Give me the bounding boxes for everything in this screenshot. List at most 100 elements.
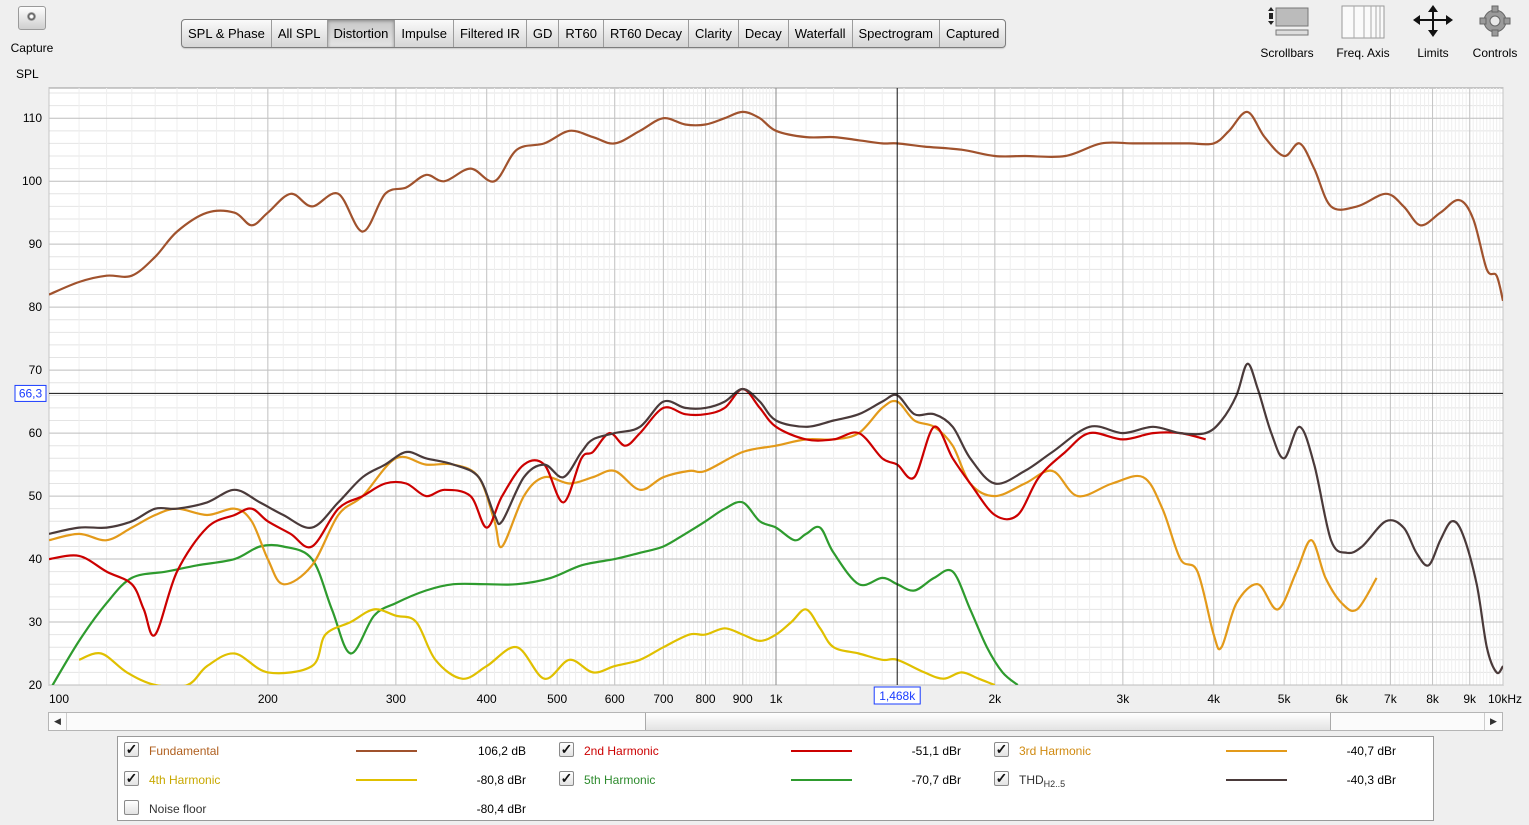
- controls-button[interactable]: Controls: [1466, 4, 1524, 60]
- legend-value: 106,2 dB: [477, 744, 526, 758]
- thd-checkbox[interactable]: ✓: [994, 770, 1009, 786]
- tab-clarity[interactable]: Clarity: [689, 20, 739, 47]
- legend-swatch: [356, 750, 417, 752]
- 4th-harmonic-checkbox[interactable]: ✓: [124, 770, 139, 786]
- tab-spl-phase[interactable]: SPL & Phase: [182, 20, 272, 47]
- scroll-left-icon[interactable]: ◀: [49, 713, 67, 730]
- tab-filtered-ir[interactable]: Filtered IR: [454, 20, 527, 47]
- legend-label: Noise floor: [149, 802, 207, 816]
- tab-spectrogram[interactable]: Spectrogram: [853, 20, 940, 47]
- tab-captured[interactable]: Captured: [945, 26, 1000, 41]
- cursor-y-box: [14, 384, 47, 402]
- series-line-fundamental: [49, 110, 1503, 302]
- legend-label: 5th Harmonic: [584, 773, 656, 787]
- scroll-right-icon[interactable]: ▶: [1484, 713, 1502, 730]
- tab-rt60-decay[interactable]: RT60 Decay: [604, 20, 689, 47]
- capture-label: Capture: [10, 41, 54, 55]
- thd-label-main: THD: [1019, 773, 1044, 787]
- x-tick-label: 6k: [1335, 692, 1349, 706]
- y-tick-label: 30: [29, 615, 43, 629]
- legend-label: 4th Harmonic: [149, 773, 221, 787]
- x-tick-label: 1k: [770, 692, 784, 706]
- legend-label: Fundamental: [149, 744, 220, 758]
- 5th-harmonic-checkbox[interactable]: ✓: [559, 770, 574, 786]
- view-tabs: SPL & Phase All SPL Distortion Impulse F…: [181, 19, 1007, 48]
- series-line-thd: [49, 362, 1503, 675]
- tab-all-spl[interactable]: All SPL: [272, 20, 328, 47]
- legend-item-thd: ✓ THDH2..5 -40,3 dBr: [994, 769, 1404, 791]
- x-tick-label: 600: [605, 692, 625, 706]
- legend-label: 2nd Harmonic: [584, 744, 659, 758]
- y-tick-label: 80: [29, 300, 43, 314]
- y-axis-title: SPL: [16, 67, 39, 81]
- y-tick-label: 60: [29, 426, 43, 440]
- cursor-x-label: 1,468k: [879, 689, 916, 703]
- tab-distortion[interactable]: Distortion: [327, 20, 396, 47]
- legend-value: -51,1 dBr: [911, 744, 961, 758]
- scrollbars-label: Scrollbars: [1260, 46, 1314, 60]
- horizontal-scrollbar[interactable]: ◀ ▶: [48, 712, 1503, 731]
- x-tick-label: 9k: [1463, 692, 1477, 706]
- freq-axis-label: Freq. Axis: [1336, 46, 1390, 60]
- x-tick-label: 4k: [1207, 692, 1221, 706]
- x-tick-label: 300: [386, 692, 406, 706]
- y-tick-label: 110: [23, 111, 42, 125]
- legend-swatch: [791, 750, 852, 752]
- x-tick-label: 800: [696, 692, 716, 706]
- freq-axis-button[interactable]: Freq. Axis: [1330, 4, 1396, 60]
- tab-impulse[interactable]: Impulse: [395, 20, 454, 47]
- thd-label-sub: H2..5: [1043, 779, 1066, 789]
- 3rd-harmonic-checkbox[interactable]: ✓: [994, 741, 1009, 757]
- y-tick-label: 40: [29, 552, 43, 566]
- legend-item-3rd-harmonic: ✓ 3rd Harmonic -40,7 dBr: [994, 740, 1404, 762]
- capture-button[interactable]: Capture: [4, 6, 60, 55]
- legend-item-5th-harmonic: ✓ 5th Harmonic -70,7 dBr: [559, 769, 969, 791]
- x-tick-label: 10kHz: [1488, 692, 1522, 706]
- tab-gd[interactable]: GD: [527, 20, 560, 47]
- legend-swatch: [791, 779, 852, 781]
- legend-item-noise-floor: Noise floor -80,4 dBr: [124, 798, 534, 820]
- legend-item-4th-harmonic: ✓ 4th Harmonic -80,8 dBr: [124, 769, 534, 791]
- legend-swatch: [356, 779, 417, 781]
- legend-value: -40,3 dBr: [1346, 773, 1396, 787]
- distortion-chart[interactable]: 20 30 40 50 60 70 80 90 100 110 100 200 300 400 500 600…: [0, 80, 1529, 712]
- tab-waterfall[interactable]: Waterfall: [789, 20, 853, 47]
- y-tick-label: 90: [29, 237, 43, 251]
- x-tick-label: 2k: [989, 692, 1003, 706]
- legend-swatch: [1226, 750, 1287, 752]
- legend-item-2nd-harmonic: ✓ 2nd Harmonic -51,1 dBr: [559, 740, 969, 762]
- x-tick-label: 3k: [1117, 692, 1131, 706]
- noise-floor-checkbox[interactable]: [124, 800, 139, 815]
- legend-item-fundamental: ✓ Fundamental 106,2 dB: [124, 740, 534, 762]
- limits-icon: [1410, 4, 1456, 40]
- series-line-4th-harmonic: [78, 608, 996, 685]
- scrollbars-button[interactable]: Scrollbars: [1255, 4, 1319, 60]
- x-tick-label: 900: [733, 692, 753, 706]
- y-tick-label: 50: [29, 489, 43, 503]
- x-tick-label: 7k: [1384, 692, 1398, 706]
- limits-label: Limits: [1417, 46, 1449, 60]
- legend-label: THDH2..5: [1019, 773, 1066, 789]
- legend-label: 3rd Harmonic: [1019, 744, 1092, 758]
- legend-swatch: [1226, 779, 1287, 781]
- y-tick-label: 70: [29, 363, 43, 377]
- y-tick-label: 20: [29, 678, 43, 692]
- controls-label: Controls: [1472, 46, 1518, 60]
- tab-rt60[interactable]: RT60: [559, 20, 604, 47]
- gear-icon: [1475, 4, 1515, 40]
- legend-value: -70,7 dBr: [911, 773, 961, 787]
- limits-button[interactable]: Limits: [1405, 4, 1461, 60]
- 2nd-harmonic-checkbox[interactable]: ✓: [559, 741, 574, 757]
- scrollbars-icon: [1262, 4, 1312, 40]
- x-tick-label: 200: [258, 692, 278, 706]
- cursor-y-label: 66,3: [19, 386, 43, 400]
- x-tick-label: 100: [49, 692, 69, 706]
- freq-axis-icon: [1340, 4, 1386, 40]
- legend-value: -80,8 dBr: [476, 773, 526, 787]
- scrollbar-thumb[interactable]: [645, 713, 1331, 730]
- fundamental-checkbox[interactable]: ✓: [124, 741, 139, 757]
- tab-decay[interactable]: Decay: [739, 20, 789, 47]
- x-tick-label: 5k: [1278, 692, 1292, 706]
- legend-panel: ✓ Fundamental 106,2 dB ✓ 2nd Harmonic -5…: [117, 736, 1434, 821]
- cursor-x-box: [873, 686, 921, 705]
